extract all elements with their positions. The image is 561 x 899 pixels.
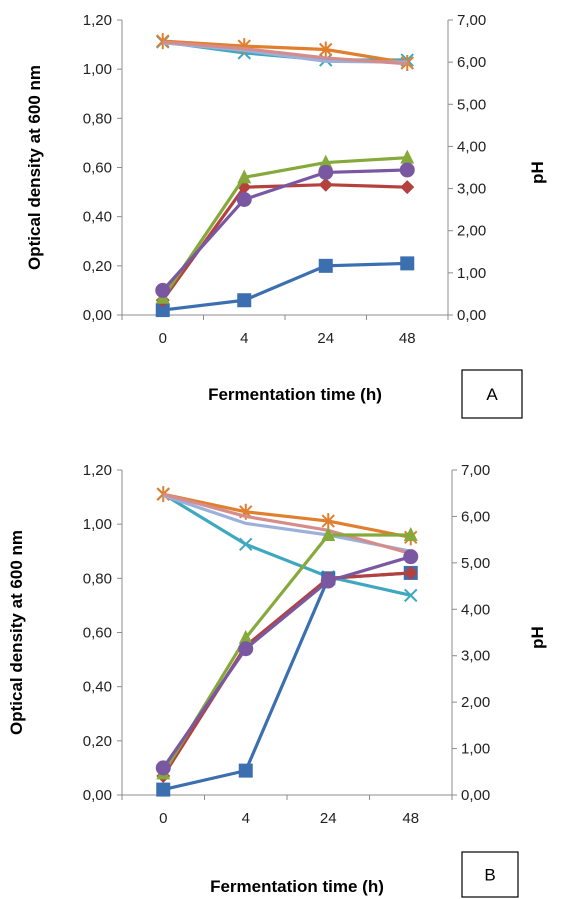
y2-tick-label: 6,00 xyxy=(461,508,490,525)
data-point-diamond xyxy=(318,177,333,192)
data-point-star xyxy=(319,41,333,58)
y-axis-title: Optical density at 600 nm xyxy=(7,530,26,735)
y2-tick-label: 0,00 xyxy=(461,787,490,804)
x-tick-label: 0 xyxy=(159,330,167,347)
series-line-2 xyxy=(161,156,408,299)
data-point-x xyxy=(404,588,418,603)
y-tick-label: 0,20 xyxy=(83,258,112,275)
panel-label-box xyxy=(461,369,523,419)
y-tick-label: 1,00 xyxy=(83,516,112,533)
series-line-0 xyxy=(162,571,411,792)
y-axis-title: Optical density at 600 nm xyxy=(25,65,44,270)
data-point-triangle xyxy=(403,527,418,541)
data-point-square xyxy=(237,293,252,308)
data-point-x xyxy=(239,537,253,551)
y-tick-label: 1,20 xyxy=(83,12,112,29)
data-point-circle xyxy=(236,191,252,207)
y2-tick-label: 6,00 xyxy=(457,54,486,71)
chart-panel-b: 0,00 0,20 0,40 0,60 0,80 1,00 1,20 0,00 1,00 2,00… xyxy=(7,462,547,898)
data-point-diamond xyxy=(403,565,418,580)
series-line-7 xyxy=(162,492,412,556)
y-tick-label: 0,00 xyxy=(83,307,112,324)
series-line-3 xyxy=(161,555,412,769)
y-tick-label: 0,40 xyxy=(83,209,112,226)
x-tick-label: 24 xyxy=(320,810,337,827)
y-tick-label: 0,80 xyxy=(83,110,112,127)
y-tick-label: 0,60 xyxy=(83,625,112,642)
y-tick-label: 1,20 xyxy=(83,462,112,479)
data-point-triangle xyxy=(237,169,252,184)
x-tick-label: 48 xyxy=(402,810,419,827)
y2-tick-label: 2,00 xyxy=(461,694,490,711)
series-line-5 xyxy=(162,492,412,539)
panel-label-box xyxy=(461,851,519,898)
y2-axis-title: pH xyxy=(528,626,547,649)
data-point-circle xyxy=(155,282,171,298)
series-line-7 xyxy=(162,40,408,66)
panel-label: B xyxy=(484,866,495,885)
y2-tick-label: 0,00 xyxy=(457,307,486,324)
data-point-circle xyxy=(403,549,419,565)
chart-panel-a: 0,00 0,20 0,40 0,60 0,80 1,00 1,20 0,00 1,00 2,00… xyxy=(25,12,547,419)
series-line-5 xyxy=(162,39,408,65)
data-point-triangle xyxy=(400,149,415,164)
data-point-circle xyxy=(155,760,171,776)
data-point-circle xyxy=(320,573,336,589)
data-point-triangle xyxy=(318,154,333,169)
data-point-triangle xyxy=(238,629,253,644)
x-tick-label: 4 xyxy=(242,810,250,827)
y2-tick-label: 2,00 xyxy=(457,223,486,240)
data-point-circle xyxy=(318,164,334,180)
data-point-square xyxy=(238,763,253,778)
y-tick-label: 0,20 xyxy=(83,733,112,750)
y2-tick-label: 5,00 xyxy=(457,96,486,113)
data-point-circle xyxy=(399,162,415,178)
y2-tick-label: 1,00 xyxy=(457,265,486,282)
y2-tick-label: 5,00 xyxy=(461,555,490,572)
series-line-3 xyxy=(161,168,408,292)
series-line-0 xyxy=(162,261,408,312)
y2-tick-label: 3,00 xyxy=(461,648,490,665)
data-point-square xyxy=(318,258,333,273)
data-point-square xyxy=(155,303,170,318)
data-point-diamond xyxy=(400,180,415,195)
x-tick-label: 0 xyxy=(159,810,167,827)
data-point-square xyxy=(400,256,415,271)
data-point-star xyxy=(321,513,335,530)
x-tick-label: 4 xyxy=(240,330,248,347)
y-tick-label: 0,60 xyxy=(83,160,112,177)
series-line-2 xyxy=(161,533,411,775)
data-point-square xyxy=(156,782,171,797)
data-point-star xyxy=(156,33,170,50)
data-point-circle xyxy=(238,641,254,657)
x-axis-title: Fermentation time (h) xyxy=(210,877,384,896)
y2-tick-label: 4,00 xyxy=(457,138,486,155)
y2-tick-label: 7,00 xyxy=(461,462,490,479)
y-tick-label: 0,40 xyxy=(83,679,112,696)
y2-tick-label: 4,00 xyxy=(461,601,490,618)
data-point-triangle xyxy=(321,527,336,541)
y2-tick-label: 7,00 xyxy=(457,12,486,29)
y-tick-label: 0,00 xyxy=(83,787,112,804)
y2-axis-title: pH xyxy=(528,161,547,184)
panel-label: A xyxy=(486,385,498,404)
y-tick-label: 1,00 xyxy=(83,61,112,78)
y2-tick-label: 1,00 xyxy=(461,741,490,758)
x-tick-label: 48 xyxy=(399,330,416,347)
series-line-4 xyxy=(162,492,412,597)
x-axis-title: Fermentation time (h) xyxy=(208,385,382,404)
y-tick-label: 0,80 xyxy=(83,570,112,587)
x-tick-label: 24 xyxy=(317,330,334,347)
y2-tick-label: 3,00 xyxy=(457,181,486,198)
